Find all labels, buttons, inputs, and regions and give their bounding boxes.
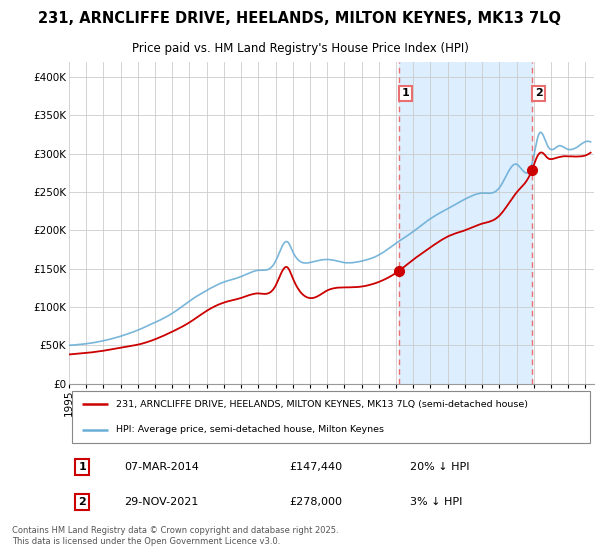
Text: Price paid vs. HM Land Registry's House Price Index (HPI): Price paid vs. HM Land Registry's House … (131, 42, 469, 55)
Text: 20% ↓ HPI: 20% ↓ HPI (410, 462, 470, 472)
Text: 231, ARNCLIFFE DRIVE, HEELANDS, MILTON KEYNES, MK13 7LQ (semi-detached house): 231, ARNCLIFFE DRIVE, HEELANDS, MILTON K… (116, 400, 528, 409)
Text: 231, ARNCLIFFE DRIVE, HEELANDS, MILTON KEYNES, MK13 7LQ: 231, ARNCLIFFE DRIVE, HEELANDS, MILTON K… (38, 11, 562, 26)
Text: Contains HM Land Registry data © Crown copyright and database right 2025.
This d: Contains HM Land Registry data © Crown c… (12, 526, 338, 546)
Text: 07-MAR-2014: 07-MAR-2014 (124, 462, 199, 472)
Text: £147,440: £147,440 (290, 462, 343, 472)
Text: 29-NOV-2021: 29-NOV-2021 (124, 497, 199, 507)
FancyBboxPatch shape (71, 391, 590, 443)
Text: 2: 2 (535, 88, 542, 99)
Text: 1: 1 (401, 88, 409, 99)
Text: 3% ↓ HPI: 3% ↓ HPI (410, 497, 463, 507)
Text: £278,000: £278,000 (290, 497, 343, 507)
Text: 2: 2 (78, 497, 86, 507)
Text: 1: 1 (78, 462, 86, 472)
Bar (399, 62, 532, 384)
Text: HPI: Average price, semi-detached house, Milton Keynes: HPI: Average price, semi-detached house,… (116, 425, 384, 434)
